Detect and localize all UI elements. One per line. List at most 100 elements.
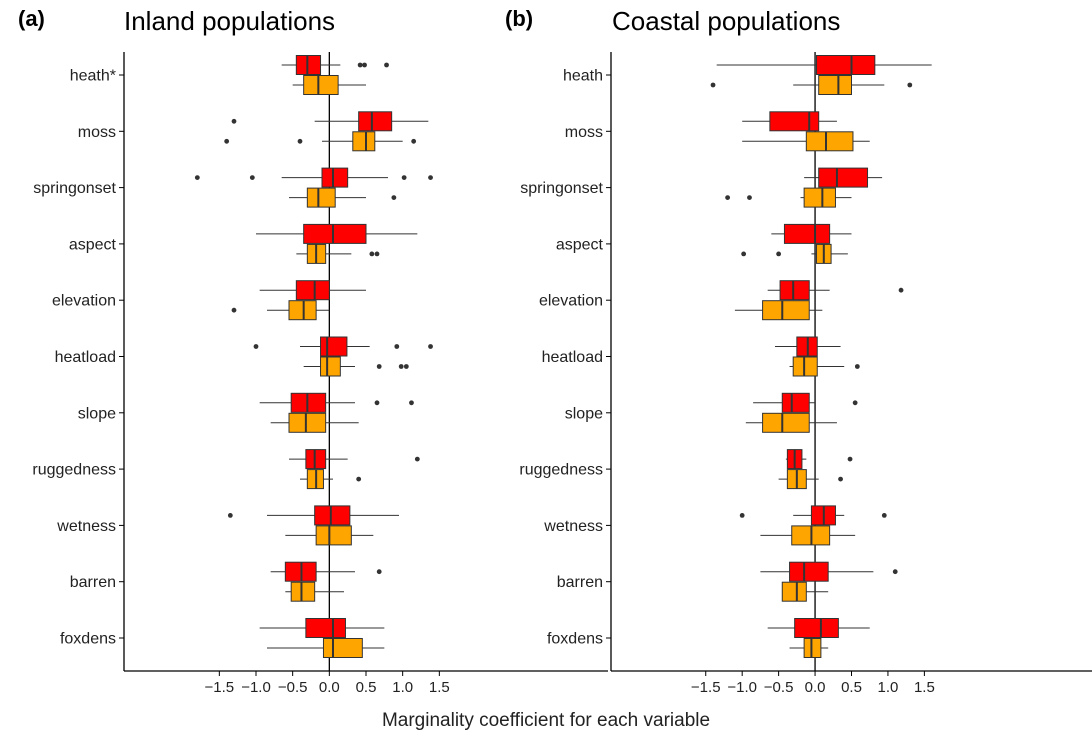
iqr-box: [794, 618, 839, 638]
box-orange: [285, 581, 344, 602]
box-orange: [760, 525, 856, 546]
box-red: [771, 223, 852, 244]
iqr-box: [781, 392, 810, 413]
box-orange: [778, 469, 843, 490]
outlier-point: [398, 364, 404, 369]
outlier-point: [881, 513, 887, 518]
category-label: heath: [563, 68, 603, 85]
box-orange: [745, 412, 837, 433]
iqr-box: [305, 618, 346, 638]
outlier-point: [776, 251, 782, 257]
outlier-point: [747, 195, 752, 201]
box-red: [767, 280, 904, 301]
panel-inland: (a) Inland populations −1.5 −1.0 −0.5 0.0 0.…: [18, 6, 608, 696]
box-orange: [296, 243, 380, 264]
outlier-point: [710, 82, 716, 88]
iqr-box: [290, 392, 327, 413]
iqr-box: [781, 581, 807, 602]
plot-area-inland: −1.5 −1.0 −0.5 0.0 0.5 1.0 1.5 heath* moss spring…: [32, 52, 608, 696]
box-orange: [231, 300, 330, 321]
iqr-box: [816, 55, 876, 75]
outlier-point: [403, 364, 409, 369]
iqr-box: [762, 412, 810, 433]
category-label: foxdens: [547, 631, 603, 648]
box-red: [259, 618, 385, 638]
x-tick-label: 1.5: [914, 679, 935, 696]
outlier-point: [297, 138, 303, 144]
iqr-box: [303, 223, 367, 244]
outlier-point: [838, 476, 843, 482]
x-axis-title: Marginality coefficient for each variabl…: [382, 710, 710, 731]
outlier-point: [414, 456, 420, 462]
x-tick-label: −1.5: [205, 679, 235, 696]
outlier-point: [374, 251, 380, 257]
x-tick-label: 0.0: [805, 679, 826, 696]
category-label: barren: [557, 574, 603, 591]
outlier-point: [847, 456, 853, 462]
outlier-point: [356, 476, 362, 482]
outlier-point: [376, 569, 382, 575]
box-red: [742, 111, 837, 132]
x-tick-label: −0.5: [764, 679, 794, 696]
box-orange: [289, 187, 397, 208]
outlier-point: [391, 195, 397, 201]
iqr-box: [290, 581, 316, 602]
outlier-point: [394, 344, 400, 349]
box-orange: [224, 131, 417, 152]
iqr-box: [779, 280, 810, 301]
iqr-box: [803, 187, 836, 208]
iqr-box: [803, 638, 822, 658]
category-label: slope: [78, 405, 116, 422]
category-label: aspect: [69, 236, 117, 253]
outlier-point: [907, 82, 913, 88]
outlier-point: [376, 364, 382, 369]
box-orange: [781, 581, 829, 602]
box-red: [753, 392, 858, 413]
outlier-point: [898, 287, 904, 293]
category-label: elevation: [539, 293, 603, 310]
box-orange: [741, 243, 848, 264]
outlier-point: [249, 175, 255, 181]
box-orange: [725, 187, 852, 208]
category-label: aspect: [556, 236, 604, 253]
x-tick-label: 1.0: [878, 679, 899, 696]
box-orange: [789, 638, 829, 658]
iqr-box: [305, 449, 327, 470]
category-label: ruggedness: [32, 462, 116, 479]
category-label: foxdens: [60, 631, 116, 648]
box-red: [259, 392, 414, 413]
box-red: [767, 618, 870, 638]
panel-title-coastal: Coastal populations: [612, 6, 840, 36]
x-tick-label: −1.0: [727, 679, 757, 696]
iqr-box: [789, 561, 829, 582]
iqr-box: [295, 280, 330, 301]
iqr-box: [315, 525, 352, 546]
x-tick-label: 1.5: [429, 679, 450, 696]
x-tick-label: 0.5: [356, 679, 377, 696]
outlier-point: [384, 62, 389, 68]
box-orange: [285, 525, 374, 546]
box-red: [259, 280, 366, 301]
x-tick-label: 0.5: [841, 679, 862, 696]
outlier-point: [362, 62, 367, 68]
category-label: moss: [78, 124, 116, 141]
box-orange: [789, 356, 860, 377]
category-label: barren: [70, 574, 116, 591]
box-red: [256, 223, 418, 244]
plot-area-coastal: −1.5 −1.0 −0.5 0.0 0.5 1.0 1.5 heath moss springo…: [519, 52, 1092, 696]
iqr-box: [314, 505, 351, 526]
iqr-box: [320, 336, 348, 357]
outlier-point: [725, 195, 731, 201]
outlier-point: [374, 400, 380, 406]
category-label: heatload: [55, 349, 116, 366]
category-label: slope: [565, 405, 603, 422]
outlier-point: [892, 569, 898, 575]
category-label: ruggedness: [519, 462, 603, 479]
panel-letter-a: (a): [18, 6, 45, 31]
box-orange: [267, 638, 385, 658]
box-red: [231, 111, 429, 132]
x-tick-label: −1.0: [241, 679, 271, 696]
category-label: moss: [565, 124, 603, 141]
category-label: heatload: [542, 349, 603, 366]
iqr-box: [295, 55, 322, 75]
